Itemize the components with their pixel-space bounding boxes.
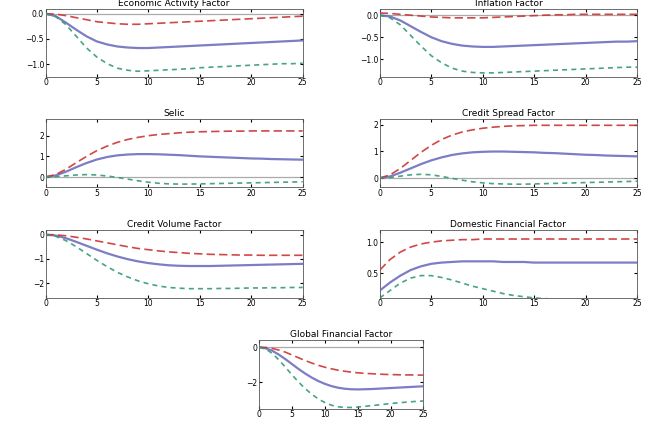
Title: Credit Volume Factor: Credit Volume Factor [127,220,221,229]
Title: Inflation Factor: Inflation Factor [474,0,542,8]
Title: Selic: Selic [163,109,185,118]
Title: Credit Spread Factor: Credit Spread Factor [462,109,554,118]
Title: Domestic Financial Factor: Domestic Financial Factor [450,220,566,229]
Title: Economic Activity Factor: Economic Activity Factor [118,0,229,8]
Title: Global Financial Factor: Global Financial Factor [290,331,393,339]
